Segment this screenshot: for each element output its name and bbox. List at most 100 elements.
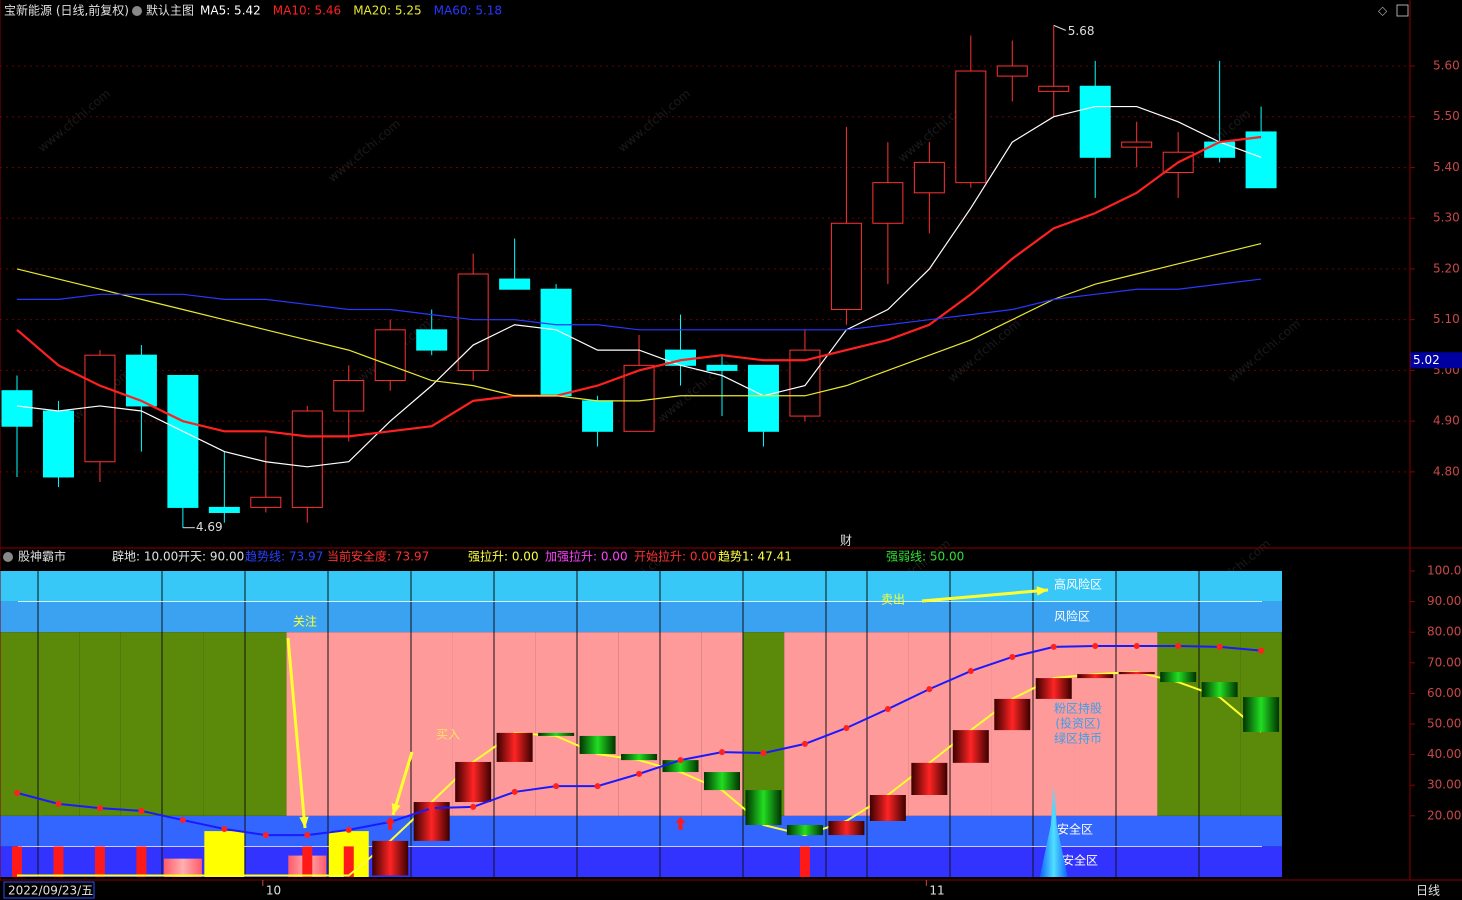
period[interactable]: 日线 [1416, 884, 1440, 898]
annotation: 卖出 [881, 593, 905, 607]
zone-band [0, 571, 1282, 602]
candle-body [291, 410, 323, 508]
candle-body [1204, 141, 1236, 158]
indicator-legend: 强拉升: 0.00 [468, 549, 539, 564]
candle-body [872, 182, 904, 224]
trend-dot [553, 783, 560, 790]
candle-body [1245, 131, 1277, 189]
y-tick-label: 100.00 [1427, 564, 1462, 578]
menu-icon[interactable] [3, 552, 13, 562]
rise-box [496, 732, 533, 762]
rise-box [1118, 671, 1155, 675]
fall-box [538, 732, 575, 736]
candle-body [996, 65, 1028, 77]
candle-body [208, 506, 240, 513]
zone-label: 风险区 [1054, 609, 1090, 624]
indicator-legend: 趋势线: 73.97 [245, 550, 323, 564]
low-label: 4.69 [196, 520, 223, 534]
zone-column [369, 632, 411, 816]
rise-box [994, 698, 1031, 731]
high-label: 5.68 [1068, 24, 1095, 38]
trend-dot [1009, 653, 1016, 660]
y-tick-label: 5.20 [1433, 261, 1460, 275]
y-tick-label: 30.00 [1427, 778, 1461, 792]
fall-box [745, 790, 782, 825]
zone-column [950, 632, 992, 816]
candle-body [582, 400, 614, 432]
pink-bar [163, 858, 202, 877]
x-tick-label: 10 [266, 884, 281, 898]
zone-column [203, 632, 246, 816]
zone-note: 粉区持股 [1054, 701, 1102, 716]
ma-line [16, 105, 1262, 468]
y-tick-label: 5.30 [1433, 211, 1460, 225]
price-tag: 5.02 [1413, 353, 1440, 367]
zone-column [493, 632, 536, 816]
trend-dot [926, 686, 933, 693]
candle-body [416, 329, 448, 351]
y-tick-label: 40.00 [1427, 747, 1461, 761]
trend-dot [1050, 643, 1057, 650]
trend-dot [760, 750, 767, 757]
candle-body [499, 278, 531, 290]
zone-column [245, 632, 287, 816]
fall-box [621, 753, 658, 761]
candle-body [623, 364, 655, 432]
x-tick-label: 2022/09/23/五 [8, 884, 93, 898]
candle-body [167, 374, 199, 508]
menu-icon[interactable] [132, 6, 142, 16]
collapse-icon[interactable] [1396, 4, 1409, 17]
trend-dot [221, 825, 228, 832]
indicator-legend: 趋势1: 47.41 [718, 550, 792, 564]
zone-column [37, 632, 80, 816]
template-name[interactable]: 默认主图 [146, 3, 194, 18]
signal-bar [53, 846, 64, 877]
ma-legend: MA5: 5.42 [200, 4, 261, 18]
rise-box [828, 821, 865, 836]
zone-column [162, 632, 204, 816]
arrow-head [1036, 586, 1048, 596]
stock-title: 宝新能源 (日线,前复权) [4, 3, 129, 18]
trend-dot [262, 832, 269, 839]
fall-box [1243, 697, 1280, 732]
indicator-legend: 辟地: 10.00 [112, 549, 178, 564]
trend-dot [55, 800, 62, 807]
y-tick-label: 60.00 [1427, 686, 1461, 700]
y-tick-label: 4.90 [1433, 414, 1460, 428]
price-tag-box [1410, 352, 1462, 369]
zone-column [0, 632, 42, 816]
arrow-head [299, 816, 309, 828]
high-pointer [1053, 24, 1066, 31]
fall-box [579, 735, 616, 754]
candle-body [1, 390, 33, 427]
zone-label: 高风险区 [1054, 577, 1102, 592]
trend-dot [967, 668, 974, 675]
annotation: 关注 [293, 614, 317, 629]
signal-bar [343, 846, 354, 877]
y-tick-label: 5.10 [1433, 312, 1460, 326]
trend-dot [1258, 647, 1265, 654]
annotation-arrow [286, 637, 307, 829]
trend-dot [138, 807, 145, 814]
zone-column [286, 632, 329, 816]
trend-dot [1092, 642, 1099, 649]
trend-dot [636, 770, 643, 777]
indicator-title[interactable]: 股神霸市 [18, 549, 66, 564]
trend-dot [179, 817, 186, 824]
zone-column [1074, 632, 1116, 816]
y-tick-label: 20.00 [1427, 808, 1461, 822]
candle-body [706, 364, 738, 371]
signal-bar [136, 846, 147, 877]
zone-column [825, 632, 868, 816]
y-tick-label: 5.40 [1433, 160, 1460, 174]
rise-box [911, 762, 948, 795]
trend-dot [511, 788, 518, 795]
indicator-panel: 100.00 90.00 80.00 70.00 60.00 50.00 40.00 30.0… [0, 564, 1462, 877]
y-tick-label: 70.00 [1427, 655, 1461, 669]
candle-body [1079, 85, 1111, 158]
toggle-icon[interactable]: ◇ [1378, 4, 1388, 18]
footer: 2022/09/23/五 10 11 [3, 880, 945, 899]
candle-body [125, 354, 157, 407]
